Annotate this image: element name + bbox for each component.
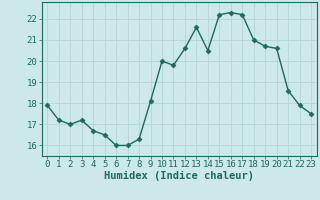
X-axis label: Humidex (Indice chaleur): Humidex (Indice chaleur) — [104, 171, 254, 181]
